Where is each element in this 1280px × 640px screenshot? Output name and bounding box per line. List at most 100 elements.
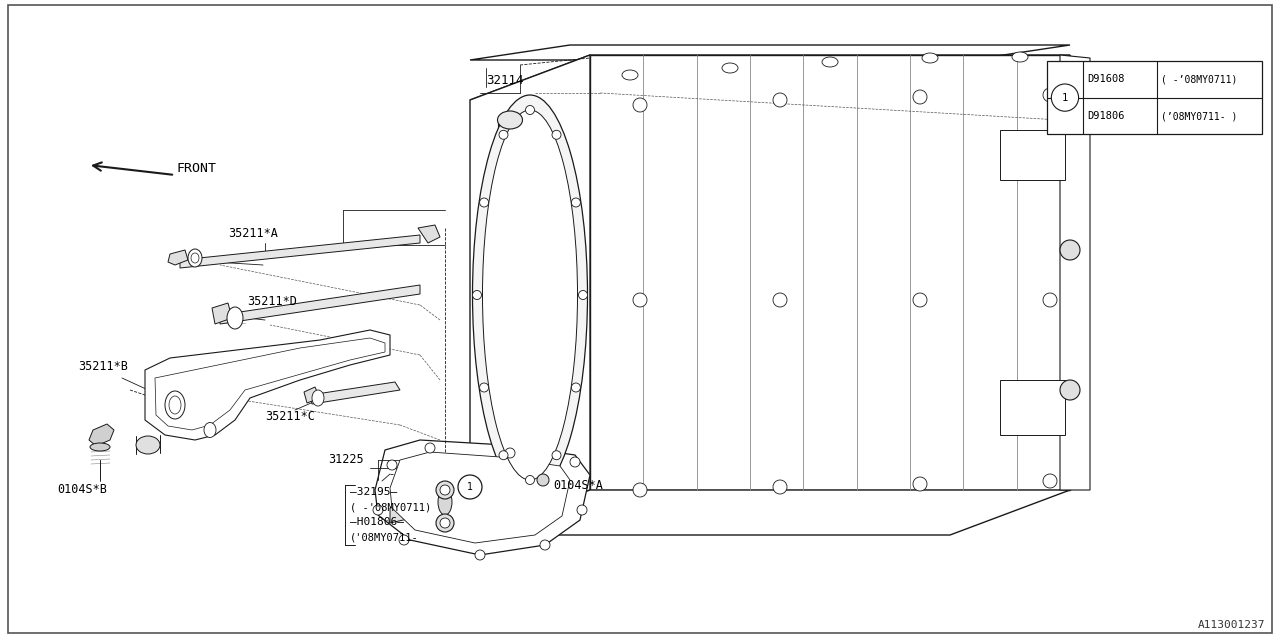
Circle shape: [1051, 84, 1079, 111]
Circle shape: [506, 448, 515, 458]
Ellipse shape: [571, 383, 580, 392]
Polygon shape: [305, 387, 320, 403]
Ellipse shape: [922, 53, 938, 63]
Ellipse shape: [1043, 293, 1057, 307]
Ellipse shape: [436, 481, 454, 499]
Text: 31225: 31225: [328, 453, 364, 466]
Text: 35211*D: 35211*D: [247, 295, 297, 308]
Circle shape: [570, 457, 580, 467]
Ellipse shape: [1012, 52, 1028, 62]
Ellipse shape: [622, 70, 637, 80]
Polygon shape: [310, 382, 399, 404]
Text: 1: 1: [467, 482, 472, 492]
Text: ( -'08MY0711): ( -'08MY0711): [349, 503, 431, 513]
Circle shape: [425, 443, 435, 453]
Text: ( -’08MY0711): ( -’08MY0711): [1161, 74, 1238, 84]
Ellipse shape: [579, 291, 588, 300]
Polygon shape: [180, 235, 420, 268]
Circle shape: [387, 460, 397, 470]
Polygon shape: [212, 303, 232, 324]
Circle shape: [577, 505, 588, 515]
Text: 0104S*A: 0104S*A: [553, 479, 603, 492]
Polygon shape: [390, 452, 570, 543]
Circle shape: [475, 550, 485, 560]
Ellipse shape: [472, 95, 588, 495]
Polygon shape: [1060, 55, 1091, 490]
Ellipse shape: [499, 451, 508, 460]
Ellipse shape: [552, 131, 561, 140]
Ellipse shape: [571, 198, 580, 207]
Ellipse shape: [526, 106, 535, 115]
Text: D91608: D91608: [1087, 74, 1124, 84]
Ellipse shape: [1060, 240, 1080, 260]
Polygon shape: [470, 45, 1070, 60]
Ellipse shape: [1060, 90, 1080, 110]
Ellipse shape: [191, 253, 198, 263]
Polygon shape: [155, 338, 385, 430]
Polygon shape: [470, 55, 590, 535]
Polygon shape: [375, 440, 590, 555]
Ellipse shape: [526, 476, 535, 484]
Polygon shape: [145, 330, 390, 440]
Ellipse shape: [634, 293, 646, 307]
Text: 32114: 32114: [486, 74, 524, 87]
Ellipse shape: [552, 451, 561, 460]
Text: —32195—: —32195—: [349, 487, 397, 497]
Ellipse shape: [1043, 474, 1057, 488]
Ellipse shape: [498, 111, 522, 129]
Text: 35211*B: 35211*B: [78, 360, 128, 373]
Polygon shape: [419, 225, 440, 243]
Ellipse shape: [722, 63, 739, 73]
Bar: [1000, 380, 1065, 435]
Text: 35211*C: 35211*C: [265, 410, 315, 423]
Ellipse shape: [1043, 88, 1057, 102]
Ellipse shape: [440, 485, 451, 495]
Ellipse shape: [188, 249, 202, 267]
Polygon shape: [470, 55, 1070, 100]
Ellipse shape: [480, 198, 489, 207]
Ellipse shape: [822, 57, 838, 67]
Ellipse shape: [483, 110, 577, 480]
Text: D91806: D91806: [1087, 111, 1124, 121]
Bar: [1047, 61, 1262, 134]
Polygon shape: [390, 490, 470, 523]
Ellipse shape: [773, 480, 787, 494]
Text: 1: 1: [1062, 93, 1068, 102]
Bar: [1000, 130, 1065, 180]
Ellipse shape: [227, 307, 243, 329]
Ellipse shape: [436, 514, 454, 532]
Ellipse shape: [913, 293, 927, 307]
Circle shape: [458, 475, 483, 499]
Ellipse shape: [480, 383, 489, 392]
Ellipse shape: [1060, 380, 1080, 400]
Ellipse shape: [773, 93, 787, 107]
Ellipse shape: [472, 291, 481, 300]
Polygon shape: [220, 285, 420, 324]
Text: 35211*A: 35211*A: [228, 227, 278, 240]
Polygon shape: [590, 55, 1070, 490]
Ellipse shape: [913, 477, 927, 491]
Text: ('08MY0711-: ('08MY0711-: [349, 532, 419, 542]
Ellipse shape: [438, 489, 452, 515]
Ellipse shape: [169, 396, 180, 414]
Ellipse shape: [634, 98, 646, 112]
Polygon shape: [445, 490, 470, 515]
Circle shape: [399, 535, 410, 545]
Polygon shape: [168, 250, 188, 265]
Ellipse shape: [136, 436, 160, 454]
Text: 0104S*B: 0104S*B: [58, 483, 106, 496]
Text: FRONT: FRONT: [177, 161, 218, 175]
Ellipse shape: [773, 293, 787, 307]
Ellipse shape: [538, 474, 549, 486]
Text: (’08MY0711- ): (’08MY0711- ): [1161, 111, 1238, 121]
Circle shape: [540, 540, 550, 550]
Ellipse shape: [90, 443, 110, 451]
Text: —H01806—: —H01806—: [349, 517, 404, 527]
Ellipse shape: [165, 391, 186, 419]
Ellipse shape: [499, 131, 508, 140]
Polygon shape: [470, 490, 1070, 535]
Polygon shape: [90, 424, 114, 446]
Circle shape: [372, 505, 383, 515]
Ellipse shape: [913, 90, 927, 104]
Ellipse shape: [204, 422, 216, 438]
